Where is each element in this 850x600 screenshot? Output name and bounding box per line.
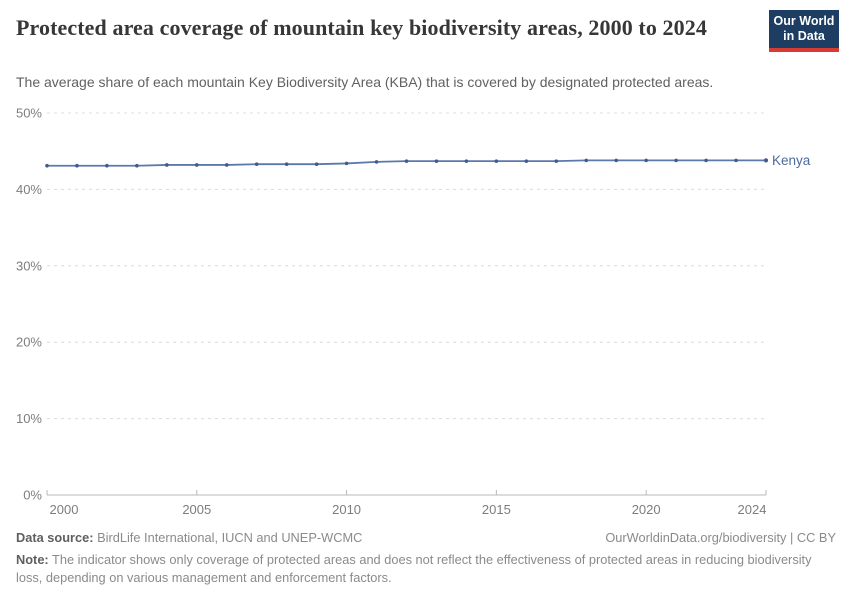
x-tick-label: 2020: [632, 502, 661, 517]
data-point: [674, 158, 678, 163]
data-point: [165, 163, 169, 167]
data-point: [644, 158, 648, 163]
note-text: The indicator shows only coverage of pro…: [16, 551, 812, 586]
data-point: [105, 163, 109, 168]
data-point: [135, 163, 139, 168]
footer-source-row: Data source: BirdLife International, IUC…: [16, 529, 836, 548]
x-tick-label: 2005: [182, 502, 211, 517]
chart-footer: Data source: BirdLife International, IUC…: [16, 529, 836, 588]
y-tick-label: 20%: [16, 335, 42, 350]
data-point: [734, 158, 738, 163]
data-point: [314, 162, 319, 166]
data-point: [494, 159, 499, 163]
data-point: [284, 162, 289, 166]
x-tick-label: 2000: [50, 502, 79, 517]
data-point: [614, 158, 619, 163]
y-tick-label: 0%: [23, 488, 42, 503]
series-label-kenya[interactable]: Kenya: [772, 153, 811, 168]
note-label: Note:: [16, 551, 49, 567]
data-point: [75, 163, 79, 168]
data-point: [524, 159, 529, 163]
y-tick-label: 50%: [16, 106, 42, 121]
owid-logo-line2: in Data: [783, 29, 825, 43]
data-point: [45, 163, 49, 168]
data-point: [763, 158, 769, 163]
data-point: [554, 159, 559, 163]
data-point: [224, 163, 229, 167]
line-chart: 0% 10% 20% 30% 40% 50% 2000 2005 2010 2015 2020 202…: [16, 106, 811, 518]
x-tick-label: 2010: [332, 502, 361, 517]
chart-subtitle: The average share of each mountain Key B…: [16, 74, 714, 90]
data-source-label: Data source:: [16, 530, 94, 545]
data-point: [434, 159, 439, 163]
data-source-text: BirdLife International, IUCN and UNEP-WC…: [93, 530, 363, 545]
owid-logo: Our World in Data: [769, 10, 839, 52]
y-tick-label: 10%: [16, 411, 42, 426]
y-tick-label: 40%: [16, 182, 42, 197]
x-tick-label: 2015: [482, 502, 511, 517]
data-point: [344, 161, 349, 166]
data-point: [464, 159, 469, 163]
data-point: [194, 163, 199, 167]
page-title: Protected area coverage of mountain key …: [16, 15, 707, 40]
data-source: Data source: BirdLife International, IUC…: [16, 529, 362, 548]
data-point: [254, 162, 259, 166]
data-point: [704, 158, 708, 163]
data-point: [404, 159, 409, 163]
footer-note: Note: The indicator shows only coverage …: [16, 551, 836, 588]
data-point: [374, 160, 379, 164]
y-tick-label: 30%: [16, 258, 42, 273]
owid-attribution-link[interactable]: OurWorldinData.org/biodiversity | CC BY: [605, 530, 836, 545]
owid-logo-line1: Our World: [773, 14, 835, 28]
data-point: [584, 158, 589, 163]
x-tick-label: 2024: [738, 502, 767, 517]
